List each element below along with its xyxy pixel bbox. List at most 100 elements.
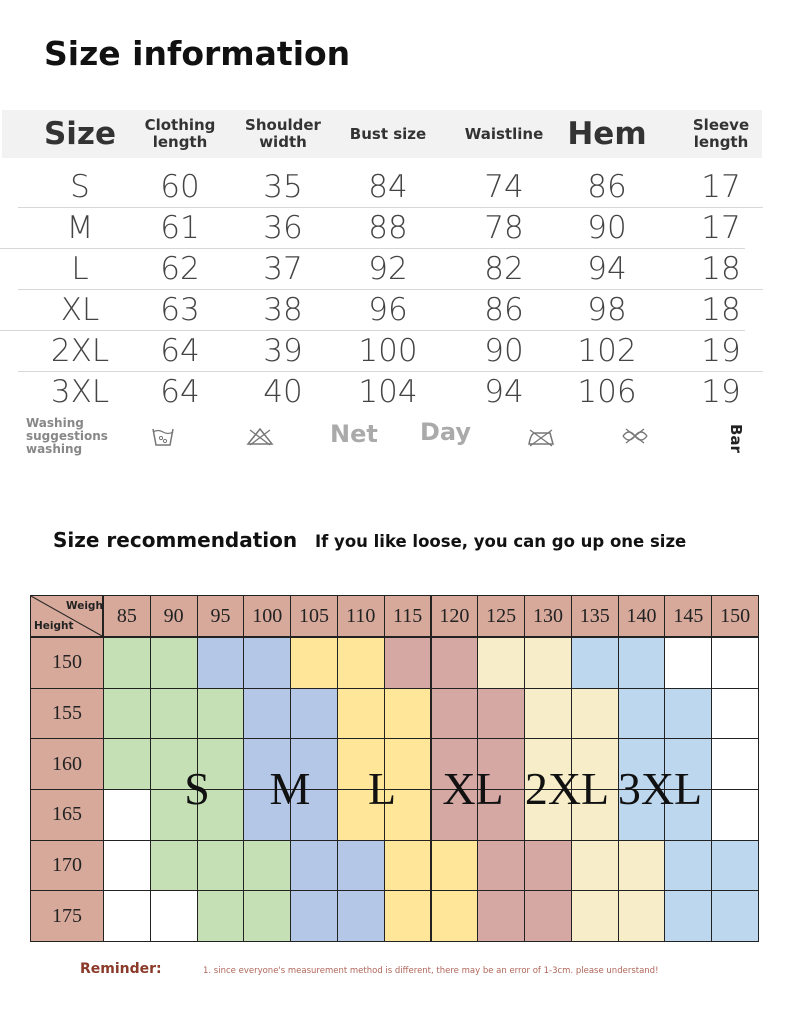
grid-cell	[477, 687, 526, 740]
weight-header: 125	[477, 595, 526, 637]
washing-item: Bar	[727, 424, 745, 453]
grid-cell	[290, 839, 338, 892]
table-cell: 19	[701, 332, 741, 369]
table-cell: 63	[160, 291, 200, 328]
grid-cell	[664, 839, 713, 892]
grid-cell	[149, 839, 198, 892]
table-cell: 17	[701, 168, 741, 205]
weight-header: 120	[430, 595, 479, 637]
title: Size information	[44, 34, 351, 73]
column-header: Bust size	[349, 124, 427, 143]
grid-cell	[383, 738, 432, 790]
grid-cell	[711, 890, 759, 942]
corner-cell	[30, 595, 103, 637]
table-cell: XL	[60, 291, 100, 328]
table-cell: 96	[368, 291, 408, 328]
grid-cell	[617, 687, 666, 740]
grid-cell	[524, 637, 572, 689]
height-header: 165	[30, 789, 104, 841]
washing-item: Net	[330, 420, 378, 448]
section-title: Size recommendation	[53, 528, 298, 552]
column-header: Size	[43, 116, 117, 152]
table-cell: 74	[484, 168, 524, 205]
grid-cell	[524, 738, 572, 790]
grid-cell	[477, 738, 526, 790]
grid-cell	[336, 738, 385, 790]
note: If you like loose, you can go up one siz…	[315, 532, 687, 551]
reminder-text: 1. since everyone's measurement method i…	[203, 966, 659, 976]
grid-cell	[336, 687, 385, 740]
table-cell: 18	[701, 250, 741, 287]
table-cell: L	[71, 250, 89, 287]
no-bleach-icon	[246, 427, 274, 446]
grid-cell	[336, 637, 385, 689]
size-label: 3XL	[617, 763, 703, 814]
grid-cell	[290, 789, 338, 841]
table-cell: 19	[701, 373, 741, 410]
table-cell: 35	[263, 168, 303, 205]
table-cell: 98	[587, 291, 627, 328]
grid-cell	[290, 890, 338, 942]
table-cell: 62	[160, 250, 200, 287]
row-divider	[18, 371, 763, 372]
weight-header: 85	[103, 595, 151, 637]
grid-cell	[711, 637, 759, 689]
grid-cell	[149, 890, 198, 942]
column-header: Waistline	[464, 124, 544, 143]
grid-cell	[290, 687, 338, 740]
table-cell: S	[70, 168, 90, 205]
column-header: Shoulder width	[245, 116, 321, 151]
height-header: 160	[30, 738, 104, 790]
weight-header: 145	[664, 595, 713, 637]
grid-cell	[570, 687, 619, 740]
grid-cell	[570, 738, 619, 790]
grid-cell	[664, 637, 713, 689]
grid-cell	[711, 839, 759, 892]
grid-cell	[103, 687, 151, 740]
grid-cell	[477, 637, 526, 689]
grid-cell	[336, 890, 385, 942]
reminder-label: Reminder:	[80, 961, 162, 977]
grid-cell	[383, 687, 432, 740]
table-cell: 106	[577, 373, 637, 410]
grid-cell	[477, 890, 526, 942]
table-cell: 94	[484, 373, 524, 410]
grid-cell	[103, 890, 151, 942]
table-cell: 100	[358, 332, 418, 369]
table-cell: 82	[484, 250, 524, 287]
column-header: Hem	[567, 116, 647, 152]
size-label: L	[367, 763, 397, 814]
table-cell: 17	[701, 209, 741, 246]
grid-cell	[243, 890, 292, 942]
grid-cell	[290, 738, 338, 790]
table-cell: 90	[484, 332, 524, 369]
corner-diagonal	[30, 595, 103, 637]
no-iron-icon	[528, 429, 554, 447]
height-header: 175	[30, 890, 104, 942]
weight-header: 130	[524, 595, 572, 637]
table-cell: 94	[587, 250, 627, 287]
size-label: 2XL	[524, 763, 610, 814]
grid-cell	[430, 890, 479, 942]
grid-cell	[524, 890, 572, 942]
grid-cell	[243, 687, 292, 740]
corner-weight: Weight	[66, 600, 108, 612]
table-cell: 104	[358, 373, 418, 410]
height-header: 155	[30, 687, 104, 740]
grid-cell	[430, 738, 479, 790]
height-header: 150	[30, 637, 104, 689]
grid-cell	[383, 890, 432, 942]
grid-cell	[524, 687, 572, 740]
grid-cell	[149, 637, 198, 689]
grid-cell	[196, 687, 245, 740]
grid-cell	[243, 839, 292, 892]
weight-header: 95	[196, 595, 245, 637]
grid-cell	[383, 637, 432, 689]
weight-header: 135	[570, 595, 619, 637]
grid-cell	[290, 637, 338, 689]
grid-cell	[243, 738, 292, 790]
grid-cell	[430, 687, 479, 740]
weight-header: 110	[336, 595, 385, 637]
size-label: XL	[442, 763, 504, 814]
